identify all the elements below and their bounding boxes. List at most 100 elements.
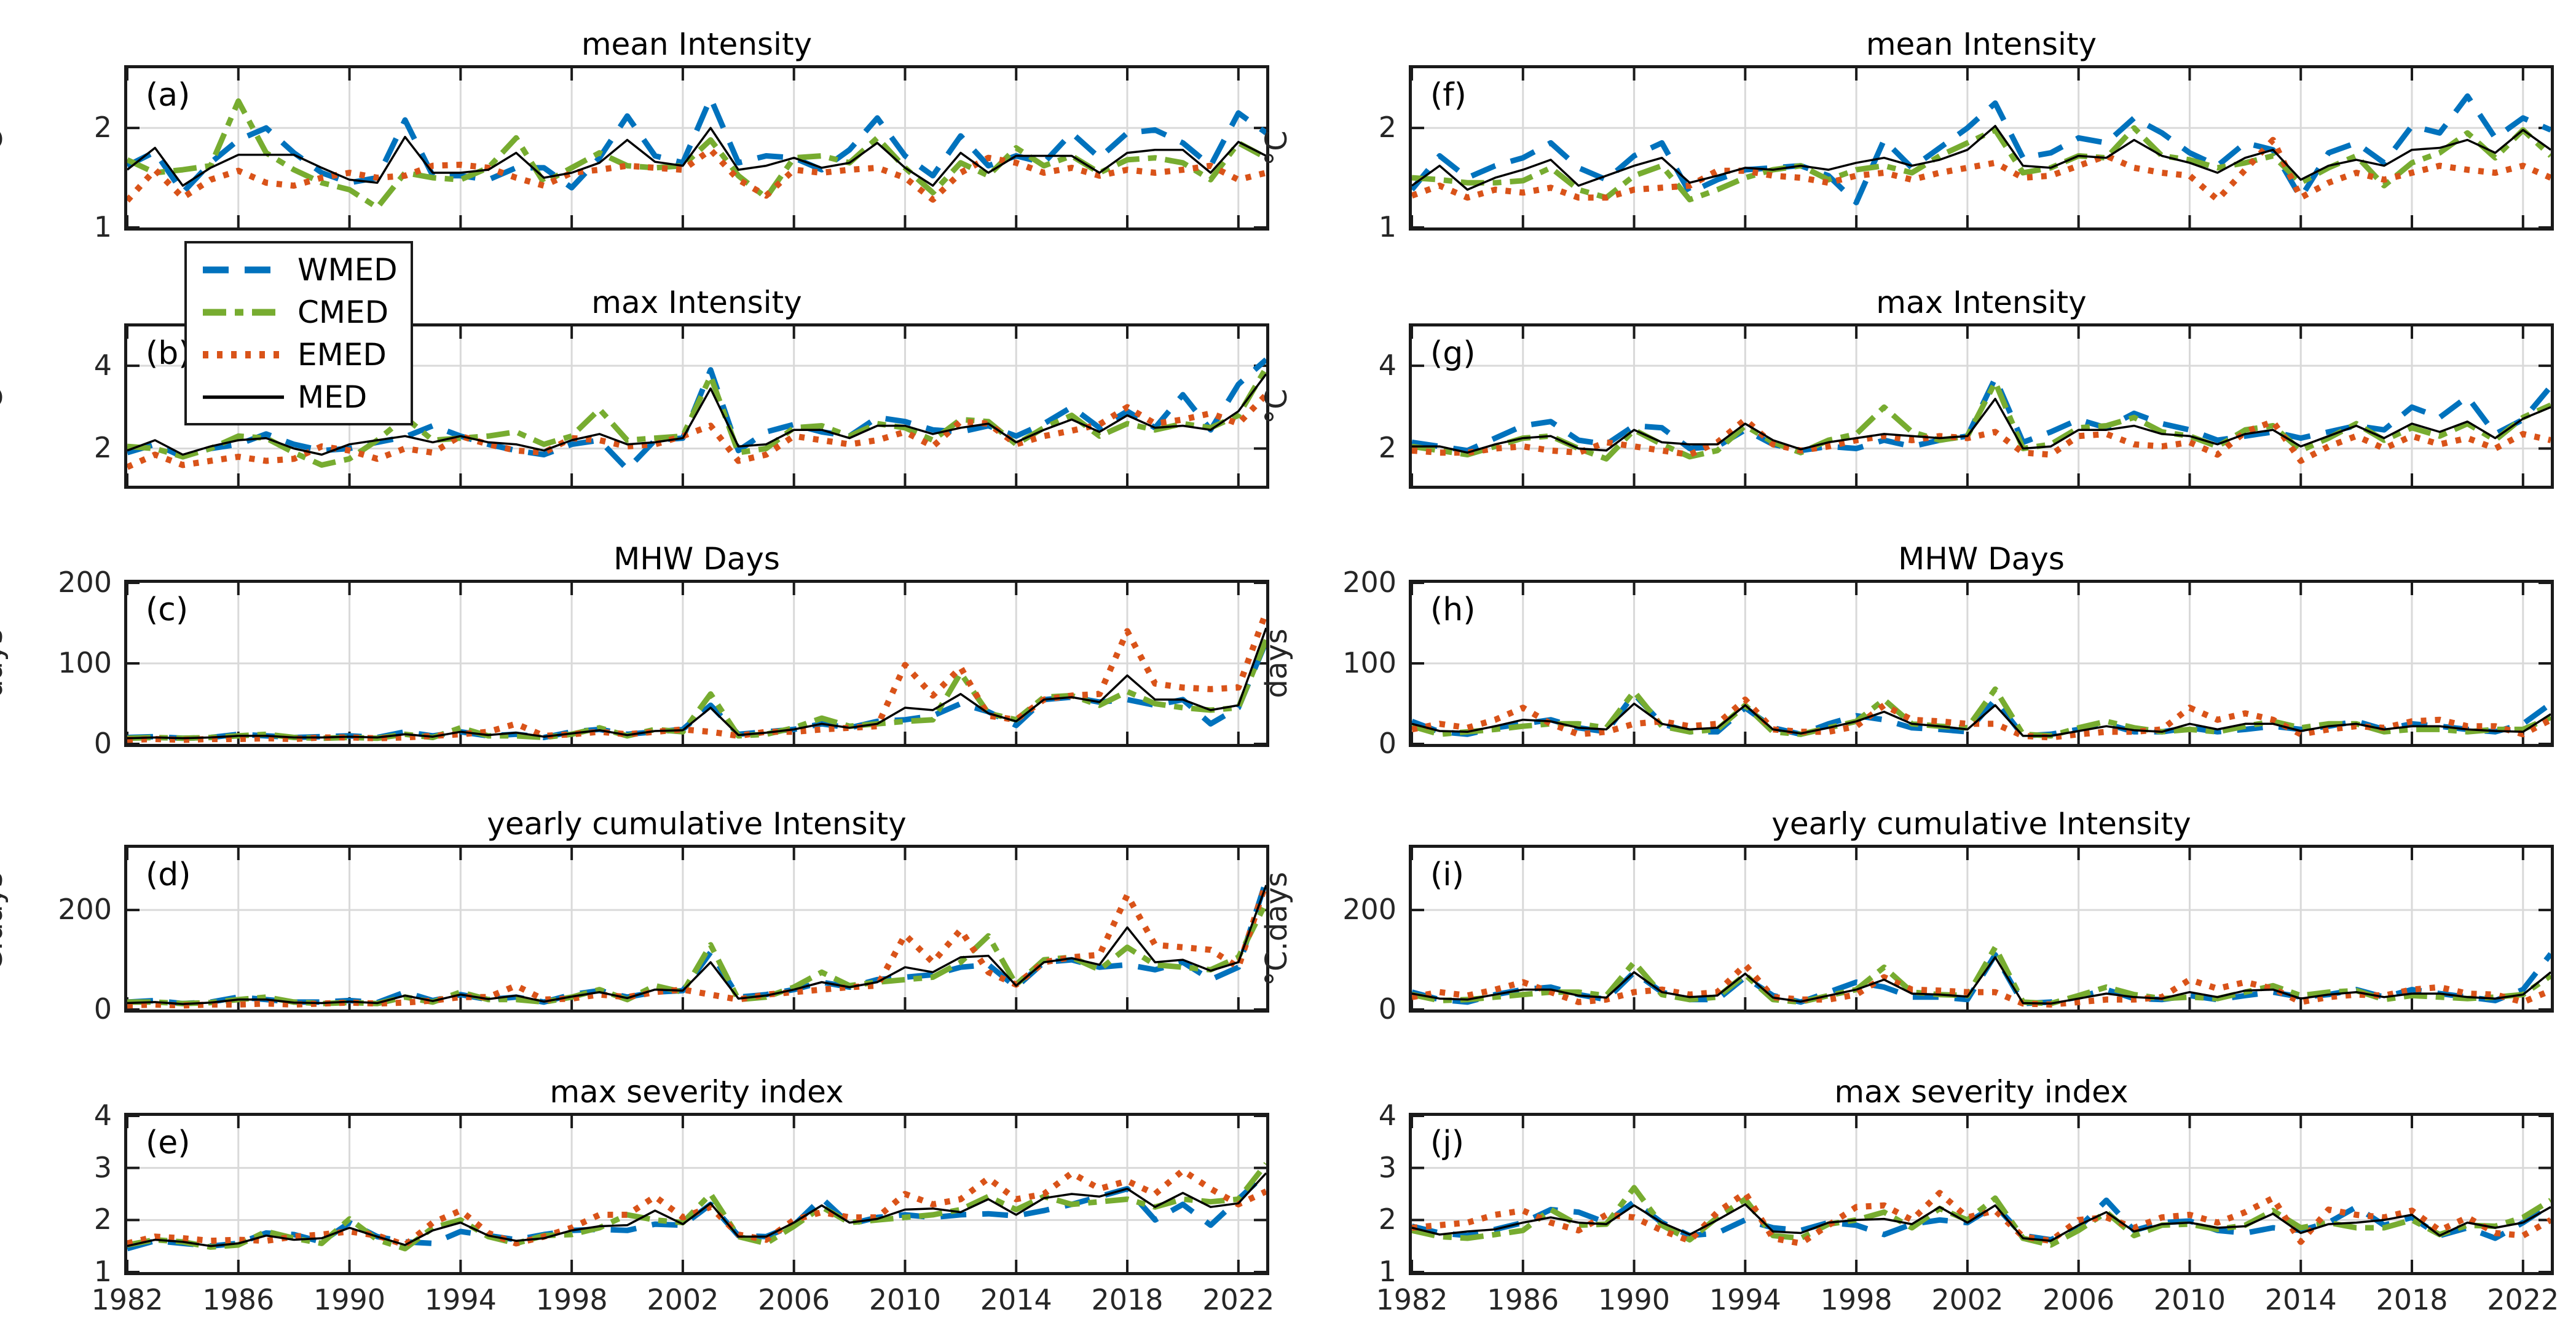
series-wmed-c — [127, 640, 1266, 741]
xtick-label-1998: 1998 — [535, 1283, 608, 1316]
panel-title-i: yearly cumulative Intensity — [1771, 806, 2191, 842]
panel-title-g: max Intensity — [1876, 285, 2087, 320]
series-wmed-d — [127, 879, 1266, 1006]
plot-area-e — [124, 1113, 1269, 1275]
ytick-label-h: 0 — [1378, 727, 1396, 760]
plot-area-i — [1409, 845, 2554, 1013]
series-emed-i — [1412, 962, 2551, 1008]
ylabel-f: °C — [1259, 130, 1294, 166]
series-cmed-b — [127, 366, 1266, 468]
xtick-label-2010: 2010 — [2153, 1283, 2226, 1316]
ytick-label-f: 2 — [1378, 111, 1396, 144]
ytick-label-b: 4 — [93, 348, 112, 382]
xtick-label-2006: 2006 — [758, 1283, 830, 1316]
legend-label-cmed: CMED — [297, 294, 389, 330]
panel-letter-g: (g) — [1430, 335, 1476, 372]
xtick-label-1994: 1994 — [424, 1283, 497, 1316]
chart-svg-j — [1412, 1116, 2551, 1272]
legend-line-med-icon — [203, 395, 284, 399]
ytick-label-b: 2 — [93, 431, 112, 465]
ytick-label-e: 3 — [93, 1150, 112, 1184]
panel-letter-d: (d) — [146, 856, 191, 893]
plot-area-g — [1409, 323, 2554, 489]
legend-line-cmed-icon — [203, 309, 284, 315]
ylabel-i: °C.days — [1259, 871, 1294, 986]
panel-letter-i: (i) — [1430, 856, 1465, 893]
series-cmed-c — [127, 639, 1266, 741]
ytick-label-a: 2 — [93, 111, 112, 144]
series-emed-e — [127, 1167, 1266, 1248]
legend-line-emed-icon — [203, 350, 284, 358]
series-cmed-e — [127, 1162, 1266, 1252]
ytick-label-e: 1 — [93, 1255, 112, 1288]
legend-label-med: MED — [297, 379, 368, 415]
plot-area-h — [1409, 580, 2554, 747]
ytick-label-j: 1 — [1378, 1255, 1396, 1288]
xtick-label-2002: 2002 — [647, 1283, 719, 1316]
legend-line-wmed-icon — [203, 266, 284, 273]
legend-label-wmed: WMED — [297, 251, 398, 288]
panel-letter-j: (j) — [1430, 1124, 1465, 1161]
series-med-b — [127, 373, 1266, 456]
series-med-a — [127, 127, 1266, 187]
panel-title-h: MHW Days — [1898, 541, 2065, 577]
series-med-e — [127, 1172, 1266, 1247]
chart-svg-i — [1412, 848, 2551, 1010]
xtick-label-2002: 2002 — [1931, 1283, 2004, 1316]
panel-title-c: MHW Days — [613, 541, 780, 577]
chart-svg-e — [127, 1116, 1266, 1272]
ytick-label-j: 2 — [1378, 1203, 1396, 1236]
ytick-label-d: 0 — [93, 992, 112, 1026]
series-cmed-f — [1412, 125, 2551, 203]
panel-letter-c: (c) — [146, 591, 189, 628]
ylabel-c: days — [0, 628, 9, 698]
ytick-label-h: 200 — [1342, 566, 1396, 599]
xtick-label-2006: 2006 — [2042, 1283, 2115, 1316]
panel-letter-h: (h) — [1430, 591, 1476, 628]
series-wmed-f — [1412, 93, 2551, 205]
series-emed-j — [1412, 1190, 2551, 1247]
series-med-j — [1412, 1203, 2551, 1242]
chart-svg-d — [127, 848, 1266, 1010]
panel-title-d: yearly cumulative Intensity — [487, 806, 907, 842]
legend-label-emed: EMED — [297, 336, 387, 373]
series-med-g — [1412, 397, 2551, 454]
legend-entry-wmed: WMED — [187, 250, 411, 290]
panel-title-a: mean Intensity — [581, 26, 813, 62]
ytick-label-d: 200 — [58, 893, 112, 927]
ylabel-d: °C.days — [0, 871, 9, 986]
chart-svg-c — [127, 583, 1266, 744]
xtick-label-1986: 1986 — [1487, 1283, 1559, 1316]
ylabel-b: °C — [0, 388, 9, 424]
legend-entry-emed: EMED — [187, 335, 411, 374]
legend: WMED CMED EMED MED — [184, 241, 413, 425]
panel-letter-b: (b) — [146, 335, 191, 372]
chart-svg-h — [1412, 583, 2551, 744]
ytick-label-f: 1 — [1378, 210, 1396, 243]
xtick-label-1982: 1982 — [1376, 1283, 1448, 1316]
series-med-h — [1412, 702, 2551, 737]
chart-svg-a — [127, 68, 1266, 227]
series-wmed-a — [127, 95, 1266, 196]
plot-area-c — [124, 580, 1269, 747]
legend-entry-cmed: CMED — [187, 293, 411, 332]
ytick-label-c: 100 — [58, 646, 112, 679]
ytick-label-c: 200 — [58, 566, 112, 599]
xtick-label-1986: 1986 — [202, 1283, 275, 1316]
ytick-label-j: 3 — [1378, 1150, 1396, 1184]
ytick-label-g: 4 — [1378, 348, 1396, 382]
xtick-label-1982: 1982 — [91, 1283, 163, 1316]
panel-title-e: max severity index — [549, 1074, 844, 1110]
panel-title-j: max severity index — [1834, 1074, 2129, 1110]
ytick-label-h: 100 — [1342, 646, 1396, 679]
series-emed-h — [1412, 696, 2551, 741]
ytick-label-c: 0 — [93, 727, 112, 760]
ytick-label-e: 4 — [93, 1099, 112, 1132]
legend-entry-med: MED — [187, 377, 411, 417]
panel-letter-a: (a) — [146, 77, 191, 114]
series-emed-c — [127, 611, 1266, 743]
plot-area-f — [1409, 65, 2554, 231]
series-med-c — [127, 627, 1266, 740]
series-emed-b — [127, 392, 1266, 470]
